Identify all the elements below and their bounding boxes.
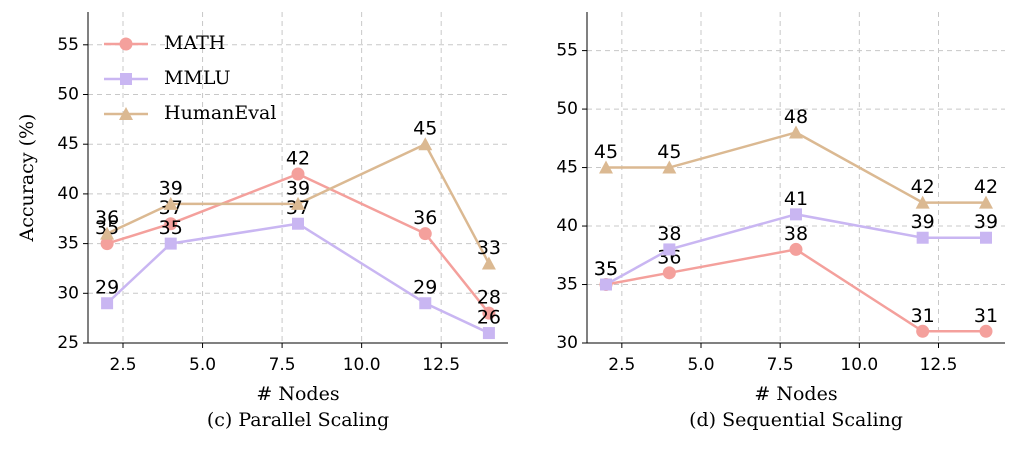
marker xyxy=(482,327,495,340)
x-tick-label: 5.0 xyxy=(189,355,216,375)
y-tick-label: 45 xyxy=(57,134,79,154)
marker xyxy=(916,231,929,244)
data-label: 39 xyxy=(911,211,935,233)
x-axis-label: # Nodes xyxy=(256,383,339,405)
marker xyxy=(979,195,993,209)
x-tick-label: 2.5 xyxy=(608,355,635,375)
data-label: 42 xyxy=(911,176,935,198)
data-label: 35 xyxy=(594,258,618,280)
marker xyxy=(979,324,993,338)
y-tick-label: 25 xyxy=(57,333,79,353)
data-label: 45 xyxy=(594,141,618,163)
data-label: 26 xyxy=(477,307,501,329)
x-tick-label: 12.5 xyxy=(920,355,958,375)
y-tick-label: 35 xyxy=(556,275,578,295)
data-label: 42 xyxy=(286,148,310,170)
data-label: 39 xyxy=(286,177,310,199)
data-label: 28 xyxy=(477,287,501,309)
data-label: 39 xyxy=(159,177,183,199)
data-label: 39 xyxy=(974,211,998,233)
chart-title: (d) Sequential Scaling xyxy=(689,409,903,431)
data-label: 36 xyxy=(95,207,119,229)
data-label: 31 xyxy=(911,305,935,327)
marker xyxy=(980,231,992,244)
data-label: 31 xyxy=(974,305,998,327)
data-label: 42 xyxy=(974,176,998,198)
marker xyxy=(916,324,930,338)
data-label: 45 xyxy=(413,118,437,140)
marker xyxy=(418,227,432,241)
marker xyxy=(120,73,132,85)
marker xyxy=(419,297,432,310)
marker xyxy=(663,243,676,256)
marker xyxy=(915,195,930,209)
y-tick-label: 40 xyxy=(57,184,79,204)
marker xyxy=(291,167,305,181)
y-tick-label: 50 xyxy=(57,85,79,105)
data-label: 35 xyxy=(159,217,183,239)
data-label: 29 xyxy=(95,277,119,299)
data-label: 41 xyxy=(784,188,808,210)
y-tick-label: 55 xyxy=(556,41,578,61)
data-label: 48 xyxy=(784,106,808,128)
x-tick-label: 12.5 xyxy=(422,355,460,375)
marker xyxy=(482,306,496,320)
y-tick-label: 55 xyxy=(57,35,79,55)
x-tick-label: 10.0 xyxy=(840,355,878,375)
legend-label: HumanEval xyxy=(164,102,276,124)
marker xyxy=(662,266,676,280)
data-label: 36 xyxy=(657,246,681,268)
marker xyxy=(600,278,612,291)
data-label: 29 xyxy=(413,277,437,299)
marker xyxy=(163,196,178,210)
marker xyxy=(101,297,114,310)
x-tick-label: 10.0 xyxy=(343,355,381,375)
y-tick-label: 40 xyxy=(556,216,578,236)
data-label: 38 xyxy=(657,223,681,245)
marker xyxy=(164,237,177,250)
data-label: 33 xyxy=(477,237,501,259)
data-label: 38 xyxy=(784,223,808,245)
marker xyxy=(599,160,613,174)
data-label: 35 xyxy=(594,258,618,280)
x-tick-label: 5.0 xyxy=(687,355,714,375)
y-tick-label: 35 xyxy=(57,234,79,254)
marker xyxy=(789,242,803,256)
x-axis-label: # Nodes xyxy=(754,383,837,405)
y-tick-label: 45 xyxy=(556,158,578,178)
marker xyxy=(418,137,433,151)
data-label: 36 xyxy=(413,207,437,229)
y-axis-label: Accuracy (%) xyxy=(16,114,38,243)
marker xyxy=(119,37,133,51)
legend-label: MATH xyxy=(164,32,225,54)
marker xyxy=(100,226,115,240)
marker xyxy=(481,256,496,270)
x-tick-label: 7.5 xyxy=(269,355,296,375)
marker xyxy=(662,160,677,174)
data-label: 45 xyxy=(657,141,681,163)
marker xyxy=(790,208,802,221)
marker xyxy=(292,217,304,230)
marker xyxy=(100,237,114,251)
y-tick-label: 30 xyxy=(556,333,578,353)
x-tick-label: 2.5 xyxy=(109,355,136,375)
marker xyxy=(291,196,305,210)
legend-label: MMLU xyxy=(164,67,231,89)
y-tick-label: 30 xyxy=(57,283,79,303)
y-tick-label: 50 xyxy=(556,99,578,119)
marker xyxy=(119,107,133,120)
x-tick-label: 7.5 xyxy=(767,355,794,375)
chart-title: (c) Parallel Scaling xyxy=(207,409,389,431)
marker xyxy=(164,217,178,231)
marker xyxy=(789,125,803,139)
